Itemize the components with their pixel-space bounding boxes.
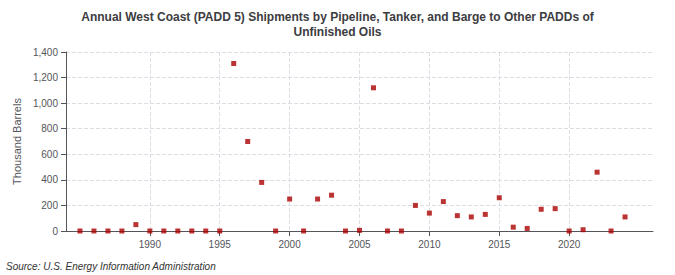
svg-text:1,200: 1,200: [33, 72, 58, 83]
svg-text:Annual West Coast (PADD 5) Shi: Annual West Coast (PADD 5) Shipments by …: [81, 10, 595, 24]
svg-text:1,400: 1,400: [33, 47, 58, 58]
svg-text:1990: 1990: [139, 239, 162, 250]
svg-text:Unfinished Oils: Unfinished Oils: [293, 25, 381, 39]
svg-text:400: 400: [41, 174, 58, 185]
svg-text:0: 0: [52, 226, 58, 237]
svg-text:2000: 2000: [278, 239, 301, 250]
svg-text:Thousand Barrels: Thousand Barrels: [11, 98, 23, 185]
svg-text:2020: 2020: [558, 239, 581, 250]
svg-text:1995: 1995: [209, 239, 232, 250]
svg-text:200: 200: [41, 200, 58, 211]
svg-text:2005: 2005: [348, 239, 371, 250]
svg-text:1,000: 1,000: [33, 98, 58, 109]
svg-text:2010: 2010: [418, 239, 441, 250]
svg-text:600: 600: [41, 149, 58, 160]
svg-text:800: 800: [41, 123, 58, 134]
svg-text:Source: U.S. Energy Informatio: Source: U.S. Energy Information Administ…: [6, 261, 216, 272]
svg-text:2015: 2015: [488, 239, 511, 250]
